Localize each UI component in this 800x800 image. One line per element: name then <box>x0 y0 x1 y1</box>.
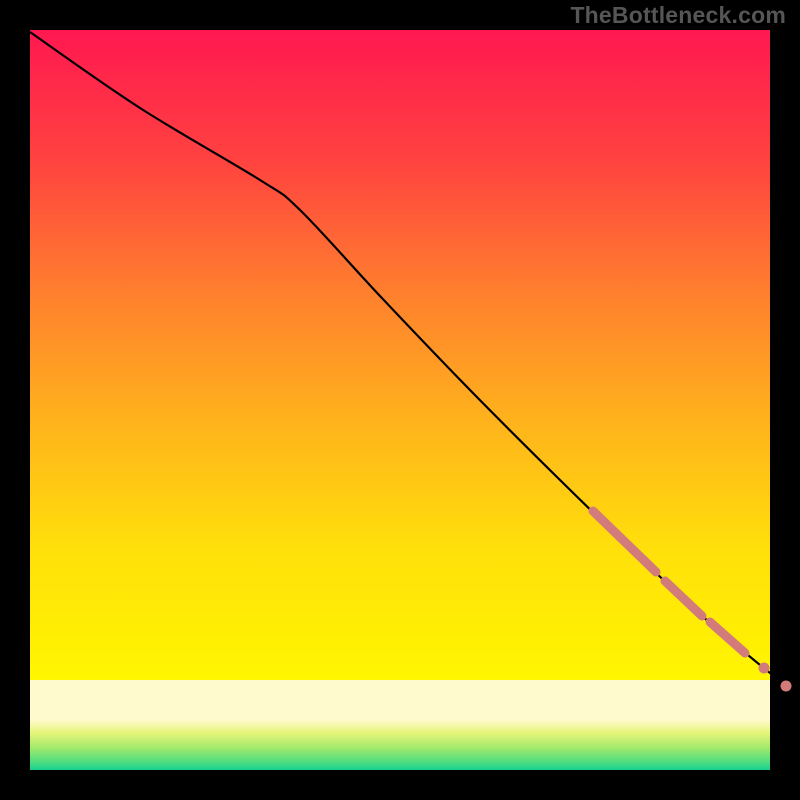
gradient-upper <box>30 30 770 680</box>
plot-area <box>30 30 792 770</box>
watermark-label: TheBottleneck.com <box>570 2 786 29</box>
highlight-dot <box>759 663 770 674</box>
gradient-lower <box>30 720 770 770</box>
highlight-dot <box>781 681 792 692</box>
gradient-chart <box>0 0 800 800</box>
pale-band <box>30 680 770 720</box>
chart-frame: TheBottleneck.com <box>0 0 800 800</box>
